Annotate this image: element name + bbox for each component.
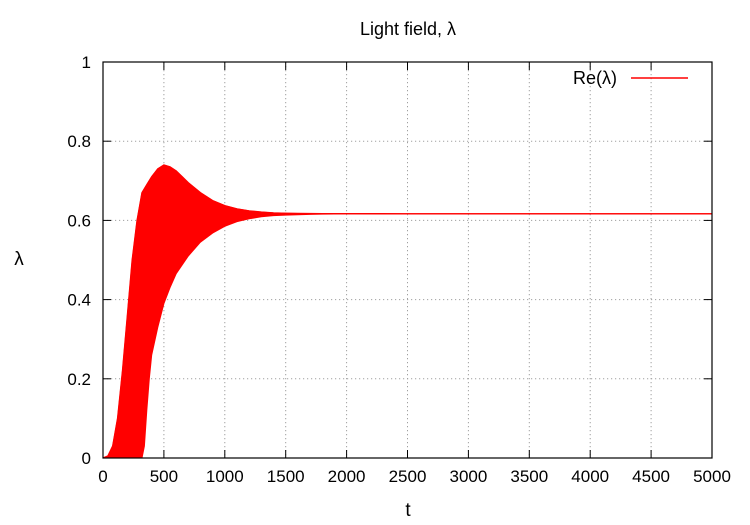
y-tick-label: 0.4 (67, 291, 91, 310)
plot-frame (102, 61, 713, 459)
x-tick-label: 500 (150, 467, 178, 486)
y-tick-labels: 0 0.2 0.4 0.6 0.8 1 (67, 53, 91, 468)
legend-label: Re(λ) (573, 68, 617, 88)
x-tick-labels: 0 500 1000 1500 2000 2500 3000 3500 4000 4500 5000 (98, 467, 731, 486)
x-tick-label: 5000 (693, 467, 731, 486)
x-tick-label: 3500 (510, 467, 548, 486)
chart-title: Light field, λ (360, 19, 456, 39)
y-tick-label: 1 (82, 53, 91, 72)
grid (103, 62, 712, 458)
x-tick-label: 2500 (389, 467, 427, 486)
x-tick-label: 3000 (449, 467, 487, 486)
legend: Re(λ) (573, 68, 688, 88)
x-axis-label: t (405, 500, 411, 521)
x-tick-label: 1000 (206, 467, 244, 486)
y-tick-label: 0.6 (67, 211, 91, 230)
x-tick-label: 4500 (632, 467, 670, 486)
x-tick-label: 0 (98, 467, 107, 486)
x-tick-label: 1500 (267, 467, 305, 486)
x-tick-label: 2000 (328, 467, 366, 486)
x-tick-label: 4000 (571, 467, 609, 486)
y-tick-label: 0.2 (67, 370, 91, 389)
y-tick-label: 0 (82, 449, 91, 468)
y-tick-label: 0.8 (67, 132, 91, 151)
series-line-re-lambda (102, 164, 712, 459)
y-axis-label: λ (14, 249, 24, 270)
